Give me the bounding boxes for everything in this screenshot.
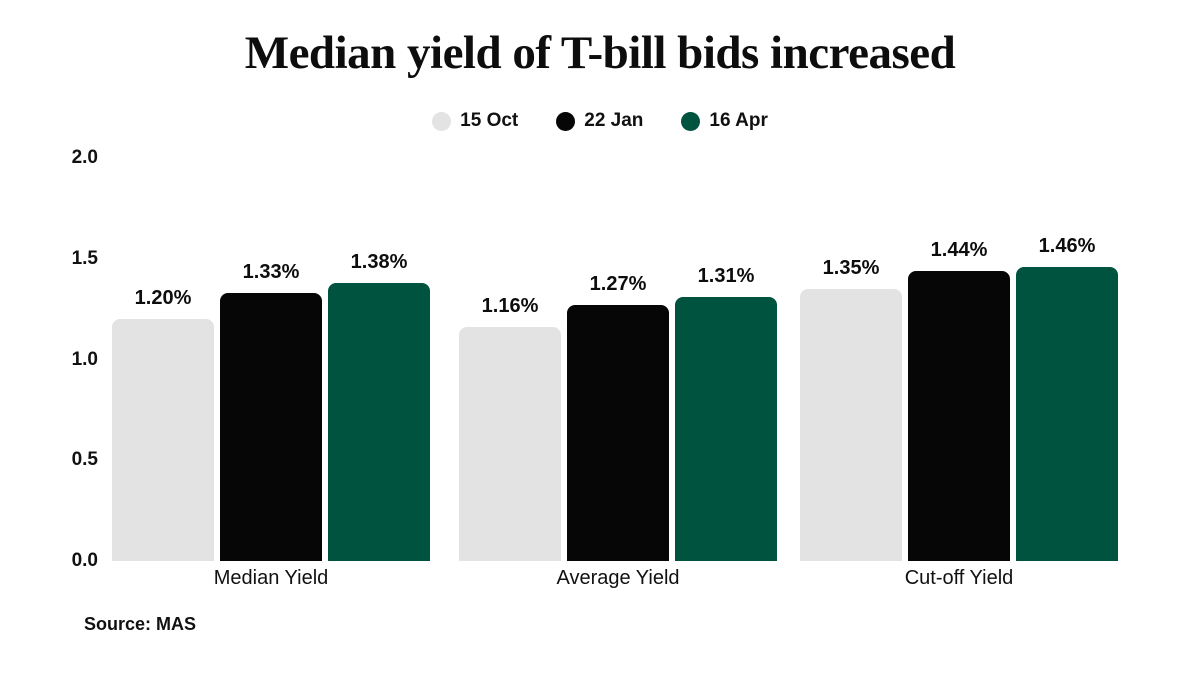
chart-title: Median yield of T-bill bids increased — [244, 27, 956, 79]
bar-value-label: 1.44% — [930, 239, 988, 261]
legend-label: 16 Apr — [709, 110, 768, 131]
bar-22-jan-average-yield: 1.27% — [567, 273, 669, 561]
bar-value-label: 1.38% — [350, 251, 408, 273]
bar-15-oct-cut-off-yield: 1.35% — [800, 257, 902, 561]
bar-16-apr-average-yield: 1.31% — [675, 265, 777, 561]
legend-dot-icon — [432, 111, 452, 131]
bar-value-label: 1.33% — [242, 261, 300, 283]
bar-15-oct-median-yield: 1.20% — [112, 287, 214, 561]
legend-dot-icon — [681, 111, 701, 131]
bar-15-oct-average-yield: 1.16% — [459, 295, 561, 561]
legend-label: 22 Jan — [584, 110, 644, 131]
legend-dot-icon — [556, 111, 576, 131]
bar-value-label: 1.27% — [589, 273, 647, 295]
bar-value-label: 1.46% — [1038, 235, 1096, 257]
bar-value-label: 1.35% — [822, 257, 880, 279]
category-label-median-yield: Median Yield — [213, 567, 329, 589]
category-label-average-yield: Average Yield — [556, 567, 680, 589]
category-label-cut-off-yield: Cut-off Yield — [904, 567, 1014, 589]
legend: 15 Oct 22 Jan 16 Apr — [0, 110, 1200, 132]
bar-16-apr-cut-off-yield: 1.46% — [1016, 235, 1118, 561]
legend-item-15-oct: 15 Oct — [432, 110, 518, 132]
y-tick-label: 1.5 — [71, 247, 98, 269]
plot-area: 1.20% 1.33% 1.38% 1.16% 1.27% 1.31% 1.35% 1.44%… — [0, 158, 1200, 561]
bar-group-median-yield: 1.20% 1.33% 1.38% — [112, 251, 430, 561]
bar-16-apr-median-yield: 1.38% — [328, 251, 430, 561]
bar-group-cut-off-yield: 1.35% 1.44% 1.46% — [800, 235, 1118, 561]
y-tick-label: 0.5 — [71, 449, 98, 471]
bar-value-label: 1.20% — [134, 287, 192, 309]
y-tick-label: 1.0 — [71, 348, 98, 370]
bar-value-label: 1.31% — [697, 265, 755, 287]
y-tick-label: 2.0 — [71, 147, 98, 168]
bar-22-jan-cut-off-yield: 1.44% — [908, 239, 1010, 561]
legend-item-22-jan: 22 Jan — [556, 110, 643, 132]
bar-group-average-yield: 1.16% 1.27% 1.31% — [459, 265, 777, 561]
source-note: Source: MAS — [84, 614, 197, 634]
y-tick-label: 0.0 — [71, 550, 98, 571]
bar-22-jan-median-yield: 1.33% — [220, 261, 322, 561]
legend-label: 15 Oct — [460, 110, 519, 131]
bar-value-label: 1.16% — [481, 295, 539, 317]
legend-item-16-apr: 16 Apr — [681, 110, 768, 132]
